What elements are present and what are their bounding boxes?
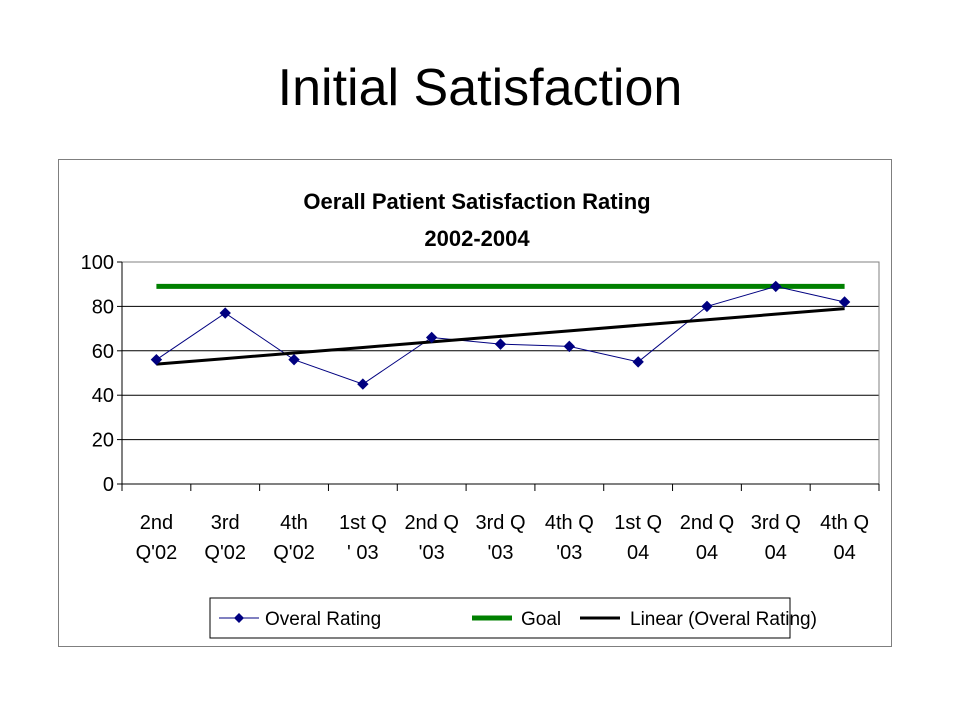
x-tick-label: '03	[556, 542, 582, 564]
y-tick-label: 20	[92, 430, 114, 452]
x-tick-label: 04	[833, 542, 855, 564]
legend: Overal Rating Goal Linear (Overal Rating)	[209, 597, 817, 639]
data-point-marker	[288, 353, 300, 366]
legend-label: Overal Rating	[265, 609, 381, 630]
x-tick-label: 4th Q	[820, 512, 869, 534]
plot-area	[121, 261, 880, 485]
x-tick-label: '03	[487, 542, 513, 564]
series-line-linear-trend	[156, 307, 845, 366]
x-tick-label: 2nd	[140, 512, 173, 534]
x-tick-label: Q'02	[136, 542, 178, 564]
y-tick-label: 80	[92, 296, 114, 318]
y-tick-label: 100	[81, 252, 114, 274]
slide-title: Initial Satisfaction	[277, 59, 683, 117]
data-point-marker	[357, 378, 369, 390]
legend-marker	[234, 613, 244, 623]
data-point-marker	[425, 331, 438, 344]
x-tick-label: 3rd Q	[475, 512, 525, 534]
data-point-marker	[632, 356, 644, 368]
x-tick-label: 4th	[280, 512, 308, 534]
x-tick-label: '03	[419, 542, 445, 564]
x-tick-label: 1st Q	[339, 512, 387, 534]
legend-label: Goal	[521, 609, 561, 630]
x-tick-label: 04	[765, 542, 787, 564]
x-tick-label: 2nd Q	[680, 512, 734, 534]
data-point-marker	[150, 353, 163, 366]
x-tick-label: 04	[696, 542, 718, 564]
x-tick-label: 3rd Q	[751, 512, 801, 534]
legend-label: Linear (Overal Rating)	[630, 609, 817, 630]
x-tick-label: 04	[627, 542, 649, 564]
x-tick-label: Q'02	[204, 542, 246, 564]
x-tick-label: 1st Q	[614, 512, 662, 534]
data-point-marker	[770, 280, 782, 293]
x-tick-label: ' 03	[347, 542, 379, 564]
y-tick-label: 0	[103, 474, 114, 496]
chart-svg: Oerall Patient Satisfaction Rating 2002-…	[81, 189, 880, 639]
data-point-marker	[494, 338, 507, 350]
data-point-marker	[701, 300, 713, 313]
y-tick-label: 40	[92, 385, 114, 407]
data-point-marker	[838, 296, 851, 308]
series	[150, 280, 851, 390]
axes: 0 20 40 60 80 100 2nd Q'02 3rd Q'02 4th Q'02 1st Q ' …	[81, 252, 880, 564]
chart-area: Oerall Patient Satisfaction Rating 2002-…	[58, 159, 892, 647]
x-tick-label: 2nd Q	[404, 512, 458, 534]
data-point-marker	[219, 307, 231, 319]
chart-title: Oerall Patient Satisfaction Rating	[303, 189, 650, 214]
x-tick-label: 3rd	[211, 512, 240, 534]
y-tick-label: 60	[92, 341, 114, 363]
chart-subtitle: 2002-2004	[424, 226, 530, 251]
data-point-marker	[563, 340, 576, 353]
x-tick-label: Q'02	[273, 542, 315, 564]
x-tick-label: 4th Q	[545, 512, 594, 534]
